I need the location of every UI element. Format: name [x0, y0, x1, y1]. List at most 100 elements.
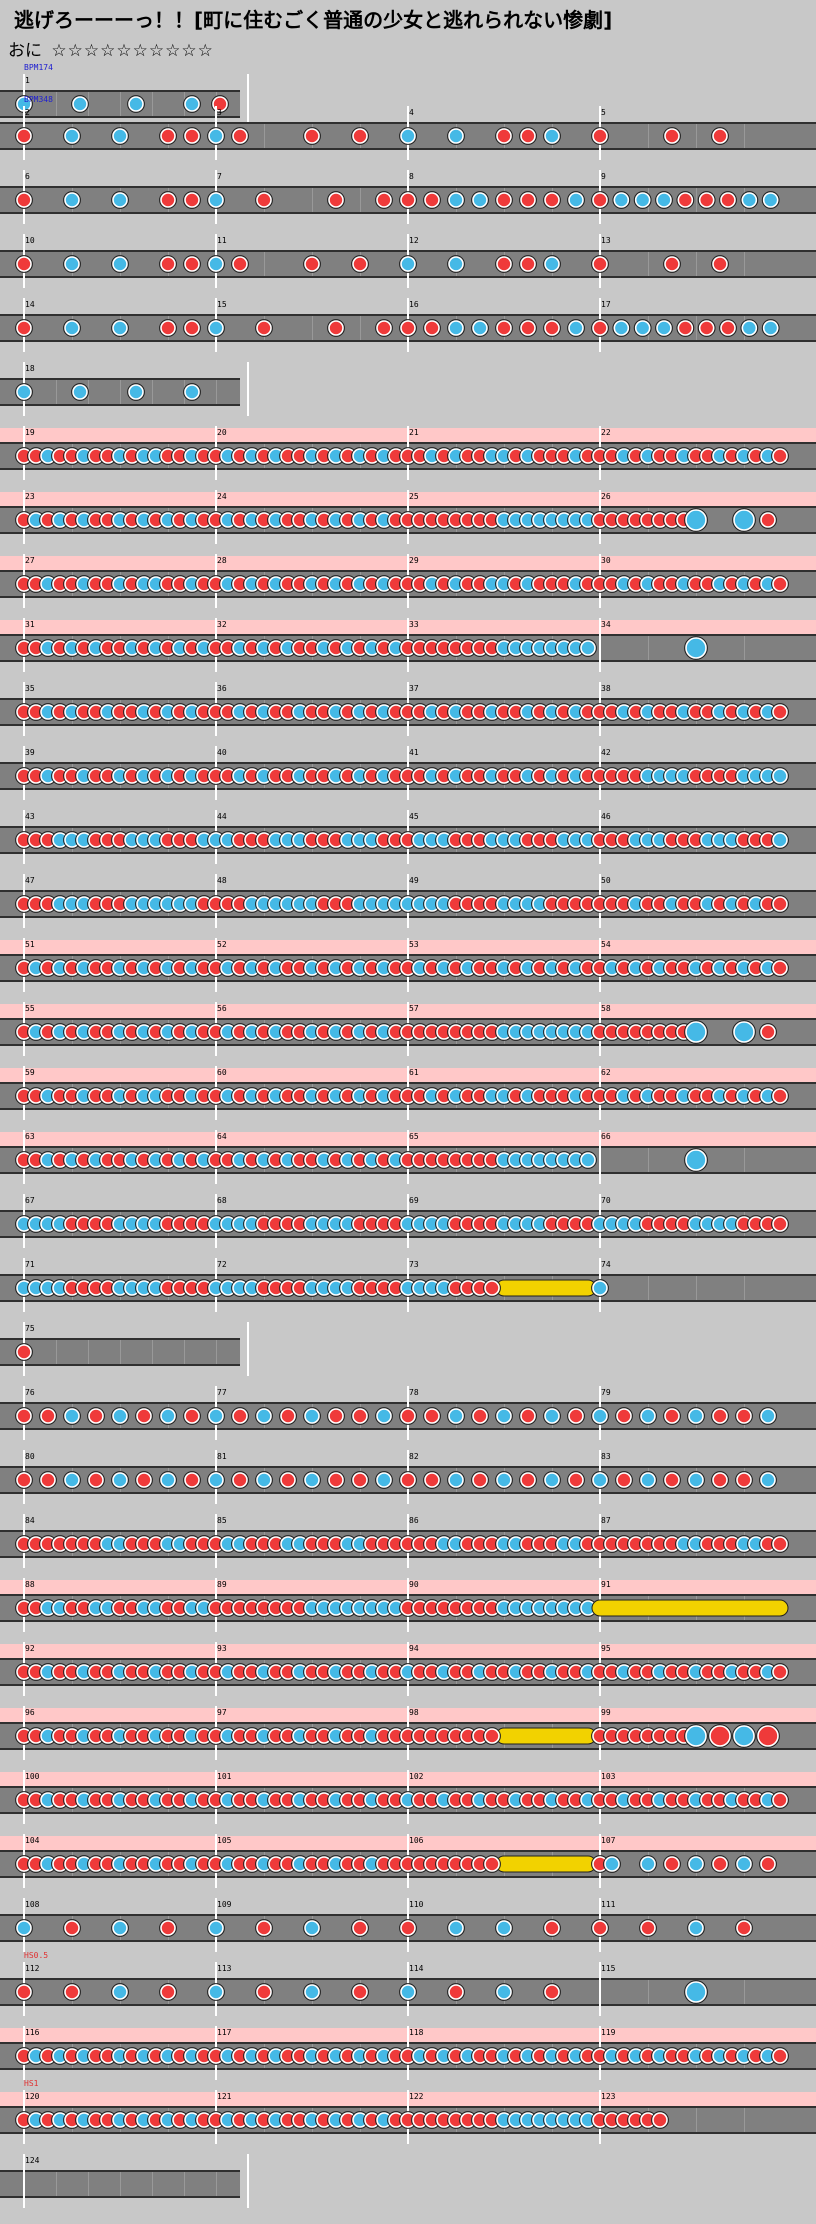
don-note-rim	[15, 127, 33, 145]
ka-note-rim	[612, 319, 631, 337]
don-note	[496, 128, 512, 144]
ka-note-rim	[15, 383, 33, 401]
don-note	[280, 1408, 296, 1424]
bar-number: 74	[601, 1260, 611, 1269]
don-note-rim	[327, 191, 345, 209]
ka-note-rim	[399, 127, 417, 145]
bar-number: 59	[25, 1068, 35, 1077]
ka-note-rim	[543, 255, 561, 273]
beat-line	[696, 188, 697, 212]
don-note	[40, 1472, 56, 1488]
don-note-rim	[231, 255, 249, 273]
ka-note-rim	[495, 1471, 513, 1489]
don-note-rim	[15, 1343, 33, 1361]
bar-number: 63	[25, 1132, 35, 1141]
don-note	[520, 1472, 536, 1488]
bar-number: 48	[217, 876, 227, 885]
don-note	[184, 128, 200, 144]
ka-note	[472, 192, 488, 208]
don-note	[698, 320, 715, 336]
bar-line	[599, 618, 601, 672]
don-note-rim	[231, 127, 249, 145]
don-note-rim	[591, 191, 609, 209]
bar-number: 10	[25, 236, 35, 245]
big-ka-note	[685, 509, 707, 531]
beat-line	[56, 380, 57, 404]
don-note	[712, 1856, 728, 1872]
ka-note-rim	[63, 1407, 81, 1425]
bar-number: 64	[217, 1132, 227, 1141]
drumroll-note	[495, 1855, 597, 1873]
bar-number: 87	[601, 1516, 611, 1525]
don-note-rim	[519, 319, 537, 337]
don-note	[232, 128, 248, 144]
ka-note	[112, 192, 128, 208]
don-note-rim	[711, 1471, 729, 1489]
big-ka-note-rim	[684, 636, 708, 660]
beat-line	[184, 2172, 185, 2196]
don-note	[772, 1088, 788, 1104]
beat-line	[360, 188, 361, 212]
drumroll-note	[495, 1727, 597, 1745]
don-note-rim	[711, 255, 729, 273]
don-note	[400, 192, 416, 208]
bar-number: 62	[601, 1068, 611, 1077]
don-note-rim	[711, 127, 729, 145]
ka-note	[448, 1408, 464, 1424]
don-note-rim	[183, 1471, 201, 1489]
ka-note	[208, 256, 224, 272]
don-note-rim	[519, 127, 537, 145]
don-note	[328, 1472, 344, 1488]
don-note-rim	[567, 1471, 585, 1489]
don-note-rim	[279, 1471, 297, 1489]
ka-note	[688, 1408, 704, 1424]
ka-note	[256, 1472, 272, 1488]
beat-line	[120, 380, 121, 404]
don-note	[520, 1408, 536, 1424]
bar-number: 72	[217, 1260, 227, 1269]
don-note-rim	[39, 1407, 57, 1425]
ka-note-rim	[183, 383, 201, 401]
ka-note-rim	[655, 191, 673, 209]
lane-border-top	[0, 378, 240, 380]
ka-note	[580, 1152, 596, 1168]
don-note-rim	[399, 1471, 417, 1489]
bar-number: 97	[217, 1708, 227, 1717]
bar-number: 18	[25, 364, 35, 373]
difficulty-stars: ☆☆☆☆☆☆☆☆☆☆	[51, 41, 214, 61]
don-note-rim	[759, 511, 777, 529]
bar-number: 67	[25, 1196, 35, 1205]
don-note-rim	[543, 1983, 561, 2001]
lane-border-top	[0, 2170, 240, 2172]
don-note-rim	[15, 191, 33, 209]
ka-note-rim	[399, 1983, 417, 2001]
don-note-rim	[615, 1471, 633, 1489]
ka-note-rim	[111, 319, 129, 337]
don-note	[544, 1984, 560, 2000]
ka-note-rim	[471, 191, 489, 209]
ka-note	[400, 1984, 416, 2000]
don-note	[184, 1408, 200, 1424]
ka-note-rim	[111, 1407, 129, 1425]
don-note-rim	[303, 255, 321, 273]
ka-note	[592, 1472, 608, 1488]
don-note-rim	[771, 1535, 789, 1553]
don-note	[160, 128, 176, 144]
don-note-rim	[771, 1087, 789, 1105]
don-note	[520, 192, 536, 208]
don-note-rim	[771, 2047, 789, 2065]
don-note-rim	[591, 127, 609, 145]
don-note-rim	[399, 319, 417, 337]
don-note	[736, 1920, 752, 1936]
ka-note	[112, 256, 128, 272]
don-note	[352, 1920, 368, 1936]
bar-number: 121	[217, 2092, 232, 2101]
don-note	[772, 1664, 788, 1680]
ka-note	[544, 1408, 560, 1424]
lane-border-bottom	[0, 404, 240, 406]
ka-note	[592, 1280, 608, 1296]
don-note-rim	[423, 191, 441, 209]
lane-border-bottom	[0, 116, 240, 118]
bar-number: 14	[25, 300, 35, 309]
ka-note	[64, 192, 80, 208]
